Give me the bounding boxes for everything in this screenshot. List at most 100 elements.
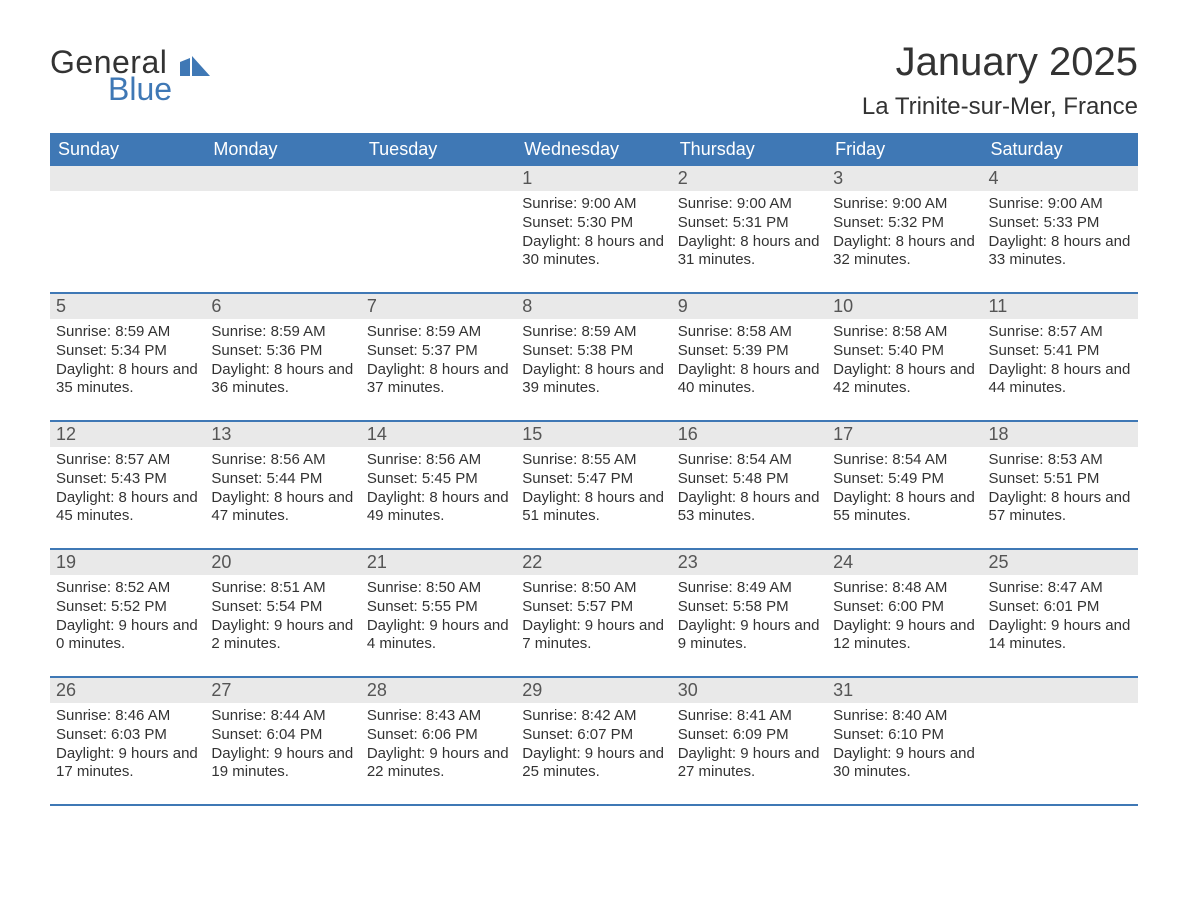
day-number: 12 <box>50 422 205 447</box>
sunrise-line: Sunrise: 8:49 AM <box>678 579 821 598</box>
sunrise-line: Sunrise: 8:54 AM <box>833 451 976 470</box>
daylight-line: Daylight: 8 hours and 45 minutes. <box>56 489 199 527</box>
daylight-line: Daylight: 8 hours and 44 minutes. <box>989 361 1132 399</box>
calendar-day-cell: 5Sunrise: 8:59 AMSunset: 5:34 PMDaylight… <box>50 293 205 421</box>
day-number: 9 <box>672 294 827 319</box>
daylight-line: Daylight: 8 hours and 31 minutes. <box>678 233 821 271</box>
day-number: 25 <box>983 550 1138 575</box>
calendar-day-cell <box>50 165 205 293</box>
sunrise-line: Sunrise: 8:58 AM <box>833 323 976 342</box>
calendar-day-cell: 13Sunrise: 8:56 AMSunset: 5:44 PMDayligh… <box>205 421 360 549</box>
calendar-week-row: 12Sunrise: 8:57 AMSunset: 5:43 PMDayligh… <box>50 421 1138 549</box>
daylight-line: Daylight: 8 hours and 51 minutes. <box>522 489 665 527</box>
sunset-line: Sunset: 5:51 PM <box>989 470 1132 489</box>
calendar-day-cell: 28Sunrise: 8:43 AMSunset: 6:06 PMDayligh… <box>361 677 516 805</box>
calendar-day-cell: 31Sunrise: 8:40 AMSunset: 6:10 PMDayligh… <box>827 677 982 805</box>
day-number: 7 <box>361 294 516 319</box>
daylight-line: Daylight: 9 hours and 25 minutes. <box>522 745 665 783</box>
sunset-line: Sunset: 5:31 PM <box>678 214 821 233</box>
sunset-line: Sunset: 5:57 PM <box>522 598 665 617</box>
daylight-line: Daylight: 8 hours and 49 minutes. <box>367 489 510 527</box>
daylight-line: Daylight: 9 hours and 27 minutes. <box>678 745 821 783</box>
sunset-line: Sunset: 5:58 PM <box>678 598 821 617</box>
day-number: 22 <box>516 550 671 575</box>
calendar-day-cell: 17Sunrise: 8:54 AMSunset: 5:49 PMDayligh… <box>827 421 982 549</box>
day-details: Sunrise: 8:48 AMSunset: 6:00 PMDaylight:… <box>827 575 982 660</box>
day-details: Sunrise: 8:59 AMSunset: 5:37 PMDaylight:… <box>361 319 516 404</box>
sunset-line: Sunset: 5:40 PM <box>833 342 976 361</box>
day-number: 21 <box>361 550 516 575</box>
calendar-day-cell: 30Sunrise: 8:41 AMSunset: 6:09 PMDayligh… <box>672 677 827 805</box>
daylight-line: Daylight: 9 hours and 30 minutes. <box>833 745 976 783</box>
daylight-line: Daylight: 8 hours and 35 minutes. <box>56 361 199 399</box>
sunset-line: Sunset: 5:55 PM <box>367 598 510 617</box>
sunrise-line: Sunrise: 8:59 AM <box>56 323 199 342</box>
calendar-day-cell: 18Sunrise: 8:53 AMSunset: 5:51 PMDayligh… <box>983 421 1138 549</box>
sunrise-line: Sunrise: 9:00 AM <box>989 195 1132 214</box>
day-details: Sunrise: 8:59 AMSunset: 5:38 PMDaylight:… <box>516 319 671 404</box>
calendar-day-cell: 6Sunrise: 8:59 AMSunset: 5:36 PMDaylight… <box>205 293 360 421</box>
sunset-line: Sunset: 5:36 PM <box>211 342 354 361</box>
month-title: January 2025 <box>862 40 1138 85</box>
sunrise-line: Sunrise: 8:53 AM <box>989 451 1132 470</box>
calendar-day-cell: 26Sunrise: 8:46 AMSunset: 6:03 PMDayligh… <box>50 677 205 805</box>
day-number <box>50 166 205 191</box>
sunrise-line: Sunrise: 8:50 AM <box>367 579 510 598</box>
day-details: Sunrise: 8:59 AMSunset: 5:36 PMDaylight:… <box>205 319 360 404</box>
sunset-line: Sunset: 6:04 PM <box>211 726 354 745</box>
day-details: Sunrise: 8:46 AMSunset: 6:03 PMDaylight:… <box>50 703 205 788</box>
day-details: Sunrise: 8:43 AMSunset: 6:06 PMDaylight:… <box>361 703 516 788</box>
calendar-day-cell: 9Sunrise: 8:58 AMSunset: 5:39 PMDaylight… <box>672 293 827 421</box>
sunset-line: Sunset: 5:39 PM <box>678 342 821 361</box>
weekday-header: Friday <box>827 134 982 165</box>
day-number: 29 <box>516 678 671 703</box>
weekday-header: Thursday <box>672 134 827 165</box>
day-details: Sunrise: 9:00 AMSunset: 5:32 PMDaylight:… <box>827 191 982 276</box>
day-details <box>983 703 1138 713</box>
day-details: Sunrise: 8:52 AMSunset: 5:52 PMDaylight:… <box>50 575 205 660</box>
day-number: 15 <box>516 422 671 447</box>
calendar-day-cell: 16Sunrise: 8:54 AMSunset: 5:48 PMDayligh… <box>672 421 827 549</box>
sunrise-line: Sunrise: 8:42 AM <box>522 707 665 726</box>
day-number: 19 <box>50 550 205 575</box>
day-details <box>361 191 516 201</box>
day-details: Sunrise: 9:00 AMSunset: 5:30 PMDaylight:… <box>516 191 671 276</box>
sunrise-line: Sunrise: 8:47 AM <box>989 579 1132 598</box>
day-details: Sunrise: 8:50 AMSunset: 5:57 PMDaylight:… <box>516 575 671 660</box>
day-details: Sunrise: 8:53 AMSunset: 5:51 PMDaylight:… <box>983 447 1138 532</box>
sunset-line: Sunset: 6:09 PM <box>678 726 821 745</box>
daylight-line: Daylight: 9 hours and 12 minutes. <box>833 617 976 655</box>
sunrise-line: Sunrise: 8:55 AM <box>522 451 665 470</box>
day-details: Sunrise: 8:41 AMSunset: 6:09 PMDaylight:… <box>672 703 827 788</box>
day-number: 30 <box>672 678 827 703</box>
day-number: 8 <box>516 294 671 319</box>
day-number: 23 <box>672 550 827 575</box>
sunset-line: Sunset: 5:45 PM <box>367 470 510 489</box>
calendar-week-row: 1Sunrise: 9:00 AMSunset: 5:30 PMDaylight… <box>50 165 1138 293</box>
logo: General Blue <box>50 40 210 105</box>
calendar-day-cell: 24Sunrise: 8:48 AMSunset: 6:00 PMDayligh… <box>827 549 982 677</box>
calendar-day-cell: 14Sunrise: 8:56 AMSunset: 5:45 PMDayligh… <box>361 421 516 549</box>
sunrise-line: Sunrise: 8:50 AM <box>522 579 665 598</box>
sunset-line: Sunset: 6:06 PM <box>367 726 510 745</box>
weekday-header: Sunday <box>50 134 205 165</box>
sunrise-line: Sunrise: 8:57 AM <box>989 323 1132 342</box>
sunset-line: Sunset: 5:48 PM <box>678 470 821 489</box>
daylight-line: Daylight: 8 hours and 57 minutes. <box>989 489 1132 527</box>
daylight-line: Daylight: 8 hours and 33 minutes. <box>989 233 1132 271</box>
calendar-page: General Blue January 2025 La Trinite-sur… <box>0 0 1188 836</box>
calendar-day-cell <box>361 165 516 293</box>
calendar-day-cell: 2Sunrise: 9:00 AMSunset: 5:31 PMDaylight… <box>672 165 827 293</box>
calendar-day-cell: 4Sunrise: 9:00 AMSunset: 5:33 PMDaylight… <box>983 165 1138 293</box>
daylight-line: Daylight: 8 hours and 42 minutes. <box>833 361 976 399</box>
weekday-header-row: Sunday Monday Tuesday Wednesday Thursday… <box>50 134 1138 165</box>
sunrise-line: Sunrise: 8:57 AM <box>56 451 199 470</box>
sunset-line: Sunset: 6:03 PM <box>56 726 199 745</box>
daylight-line: Daylight: 9 hours and 7 minutes. <box>522 617 665 655</box>
day-details: Sunrise: 8:59 AMSunset: 5:34 PMDaylight:… <box>50 319 205 404</box>
day-number: 26 <box>50 678 205 703</box>
calendar-day-cell: 15Sunrise: 8:55 AMSunset: 5:47 PMDayligh… <box>516 421 671 549</box>
daylight-line: Daylight: 8 hours and 53 minutes. <box>678 489 821 527</box>
day-number: 5 <box>50 294 205 319</box>
daylight-line: Daylight: 9 hours and 19 minutes. <box>211 745 354 783</box>
